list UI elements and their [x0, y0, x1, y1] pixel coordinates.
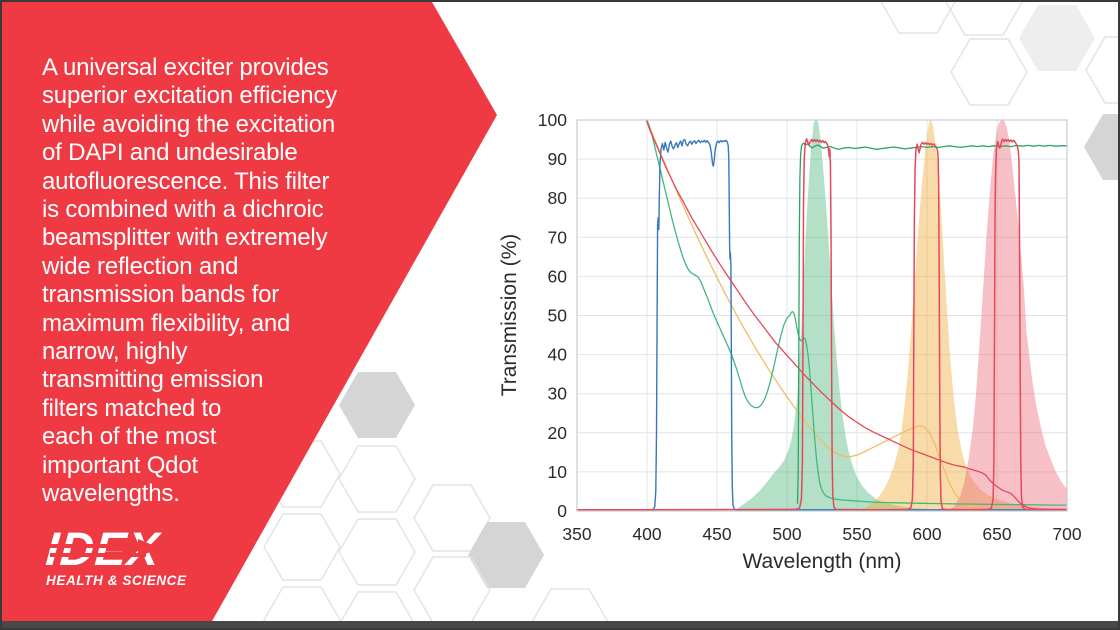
y-tick-label: 50: [548, 306, 568, 326]
logo-speed-stripe: [50, 553, 146, 557]
y-tick-label: 10: [548, 462, 568, 482]
banner-text-line: transmission bands for: [42, 281, 280, 309]
qdot-emission-orange-filled: [854, 120, 1067, 511]
y-tick-label: 100: [538, 110, 567, 130]
y-tick-label: 90: [548, 149, 568, 169]
hexagon-icon: [263, 586, 341, 628]
arrow-icon: [138, 539, 160, 557]
hexagon-icon: [1084, 114, 1118, 180]
hexagon-icon: [338, 445, 416, 513]
banner-text-line: autofluorescence. This filter: [42, 167, 330, 195]
banner-text-line: of DAPI and undesirable: [42, 139, 298, 167]
red-emission-filter-1: [576, 138, 872, 511]
logo-speed-stripe: [50, 544, 146, 548]
y-tick-label: 70: [548, 227, 568, 247]
red-emission-filter-2: [870, 141, 967, 511]
x-tick-label: 400: [632, 524, 661, 544]
idex-logo: IDEX HEALTH & SCIENCE: [44, 522, 216, 596]
qdot-emission-green-filled: [733, 120, 948, 511]
logo-arrow-tail: [106, 547, 142, 551]
green-dichroic-flat-line: [796, 142, 1068, 504]
orange-declining-curve: [646, 119, 1068, 511]
blue-exciter-bandpass: [576, 138, 1068, 511]
x-tick-label: 350: [562, 524, 591, 544]
hexagon-icon: [339, 372, 415, 438]
qdot-emission-pink-filled: [949, 120, 1067, 511]
x-tick-label: 600: [912, 524, 941, 544]
banner-text-line: maximum flexibility, and: [42, 309, 291, 337]
y-tick-label: 40: [548, 345, 568, 365]
idex-logo-subtitle: HEALTH & SCIENCE: [46, 573, 187, 588]
y-tick-label: 30: [548, 384, 568, 404]
hexagon-icon: [880, 2, 956, 34]
banner-text-line: wide reflection and: [42, 252, 239, 280]
y-tick-label: 80: [548, 188, 568, 208]
hexagon-icon: [413, 484, 491, 552]
hexagon-icon: [338, 518, 416, 586]
banner-text-line: important Qdot: [42, 451, 198, 479]
banner-text-line: narrow, highly: [42, 338, 188, 366]
banner-text-line: is combined with a dichroic: [42, 196, 324, 224]
banner-text-line: wavelengths.: [42, 480, 180, 508]
hexagon-icon: [468, 522, 544, 588]
banner-text-line: A universal exciter provides: [42, 54, 329, 81]
banner-text-line: superior excitation efficiency: [42, 82, 338, 110]
banner-text-line: transmitting emission: [42, 366, 264, 394]
y-tick-label: 0: [557, 501, 567, 521]
banner-text-line: each of the most: [42, 423, 217, 451]
red-emission-filter-3: [965, 138, 1068, 511]
green-declining-curve: [646, 119, 1068, 506]
x-tick-label: 650: [982, 524, 1011, 544]
y-tick-label: 20: [548, 423, 568, 443]
x-tick-label: 550: [842, 524, 871, 544]
banner-text-line: beamsplitter with extremely: [42, 224, 328, 252]
red-arrow-banner: [2, 2, 497, 623]
banner-text-line: while avoiding the excitation: [42, 110, 336, 138]
banner-text-line: filters matched to: [42, 394, 222, 422]
y-axis-title: Transmission (%): [498, 233, 521, 397]
red-declining-curve: [645, 119, 1068, 511]
banner-text-block: A universal exciter provides superior ex…: [42, 54, 337, 509]
hexagon-icon: [950, 38, 1028, 106]
y-tick-label: 60: [548, 266, 568, 286]
x-axis-title: Wavelength (nm): [742, 550, 902, 573]
x-tick-label: 700: [1052, 524, 1081, 544]
hexagon-icon: [1019, 5, 1095, 71]
x-tick-label: 450: [702, 524, 731, 544]
bottom-accent-bar: [2, 621, 1118, 628]
x-tick-label: 500: [772, 524, 801, 544]
hexagon-icon: [263, 513, 341, 581]
hexagon-icon: [1085, 36, 1118, 104]
hexagon-icon: [945, 2, 1023, 36]
